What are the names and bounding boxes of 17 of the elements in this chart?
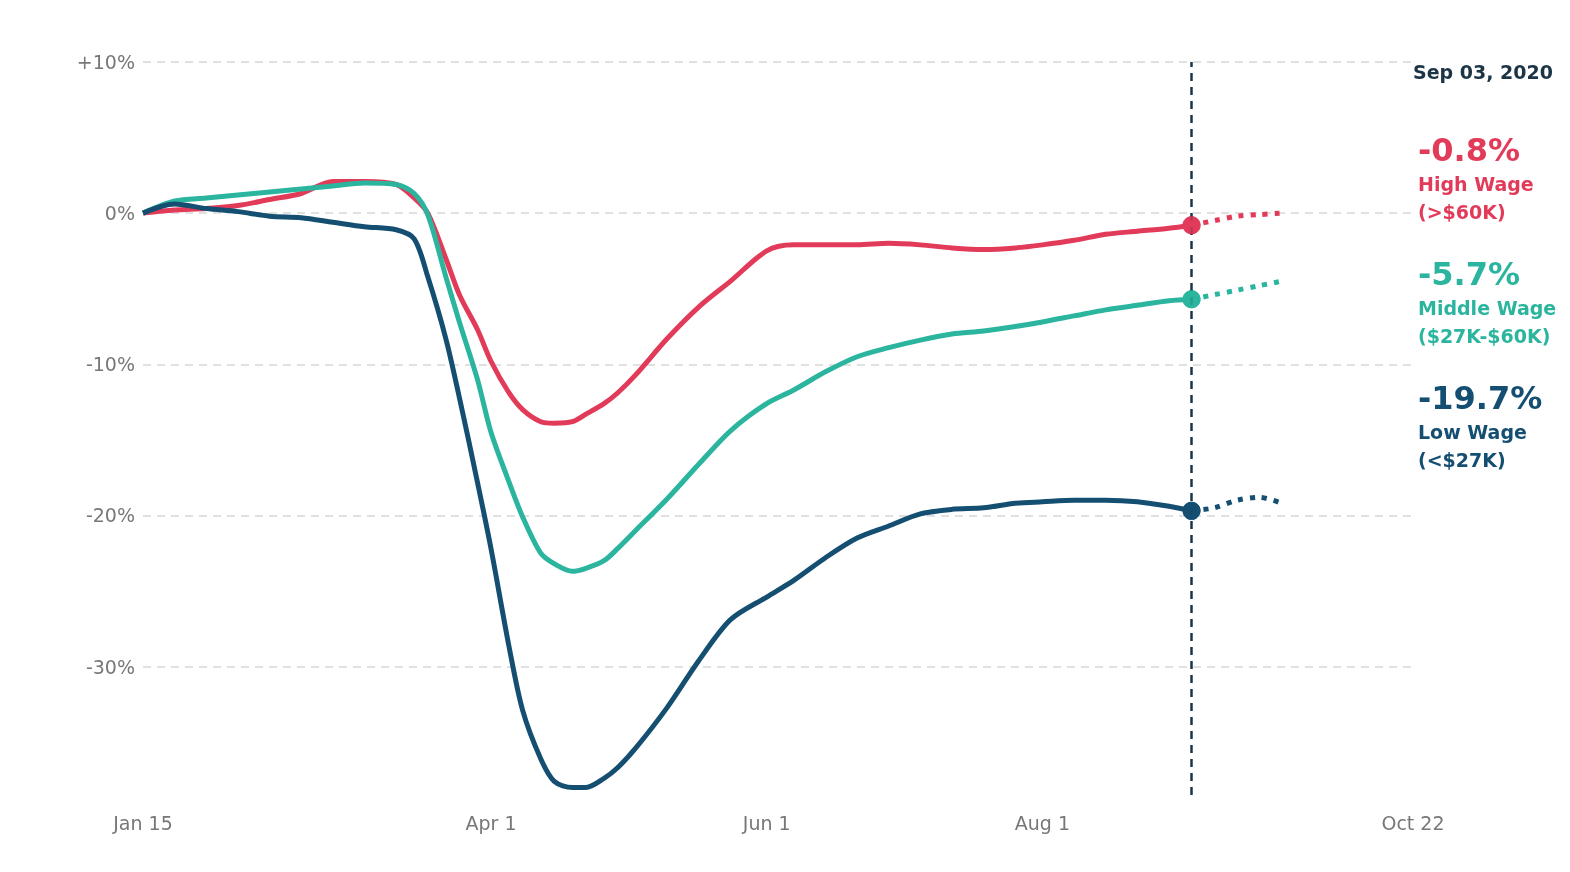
x-tick-label: Jun 1 (741, 811, 791, 834)
text: High Wage (>$60K) (1418, 173, 1534, 223)
y-tick-label: 0% (104, 202, 135, 225)
text: -5.7% (1418, 255, 1521, 293)
y-tick-label: +10% (76, 51, 135, 73)
x-tick-label: Apr 1 (465, 811, 517, 834)
y-tick-label: -30% (85, 655, 135, 678)
text: Middle Wage ($27K-$60K) (1418, 297, 1557, 347)
x-tick-label: Jan 15 (112, 811, 173, 834)
text: Low Wage (<$27K) (1418, 421, 1527, 471)
text: -19.7% (1418, 379, 1543, 417)
ref-line-label: Sep 03, 2020 (1413, 60, 1553, 83)
text: -0.8% (1418, 131, 1521, 169)
x-tick-label: Oct 22 (1381, 811, 1445, 834)
y-tick-label: -10% (85, 353, 135, 376)
x-tick-label: Aug 1 (1014, 811, 1071, 834)
y-tick-label: -20% (85, 504, 135, 527)
